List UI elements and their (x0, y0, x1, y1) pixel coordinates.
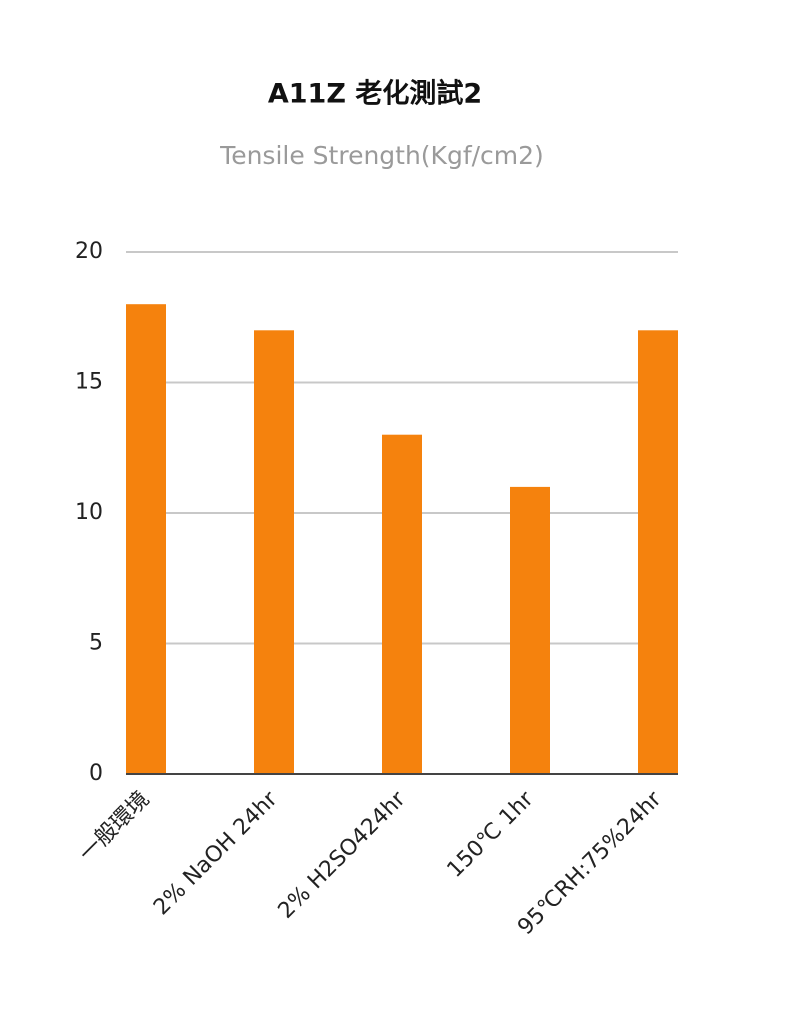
y-tick-label: 5 (89, 631, 103, 656)
bar (126, 304, 166, 774)
y-tick-label: 10 (75, 500, 103, 525)
bar (638, 330, 678, 774)
x-tick-label: 2% NaOH 24hr (149, 786, 283, 920)
y-tick-label: 20 (75, 239, 103, 264)
x-tick-label: 一般環境 (75, 787, 155, 867)
bar (510, 486, 550, 774)
x-tick-label: 150℃ 1hr (443, 786, 540, 883)
x-tick-label: 95℃RH:75%24hr (513, 786, 667, 940)
y-tick-label: 15 (75, 370, 103, 395)
chart-title: A11Z 老化測試2 (268, 78, 482, 110)
y-tick-label: 0 (89, 761, 103, 786)
bar (254, 330, 294, 774)
x-tick-label: 2% H2SO424hr (274, 786, 412, 924)
bar (382, 434, 422, 774)
chart-subtitle: Tensile Strength(Kgf/cm2) (219, 141, 544, 170)
